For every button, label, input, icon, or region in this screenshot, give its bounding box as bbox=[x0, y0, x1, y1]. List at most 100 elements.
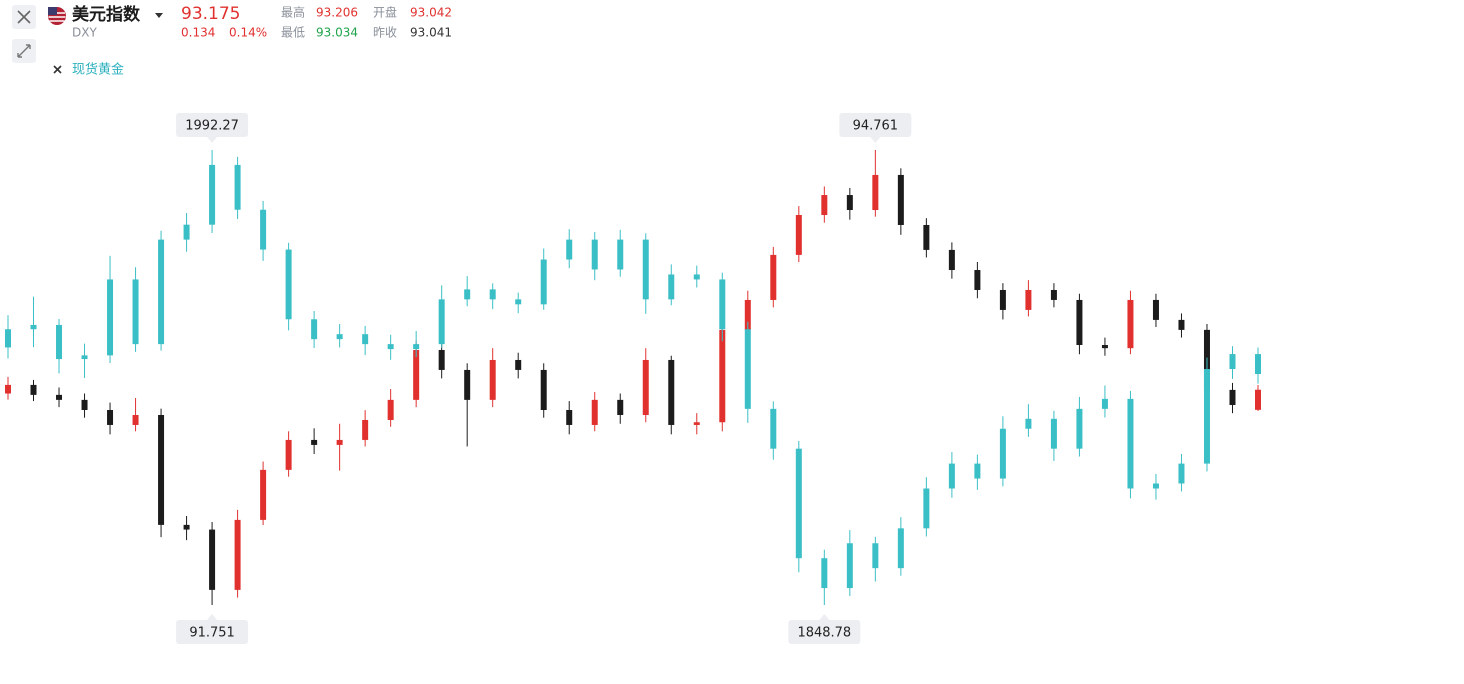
candle-body bbox=[311, 439, 318, 445]
candle-body bbox=[260, 469, 267, 520]
dropdown-caret[interactable] bbox=[155, 13, 163, 18]
candle-body bbox=[438, 349, 445, 370]
candle-body bbox=[872, 543, 879, 569]
candle-body bbox=[693, 274, 700, 280]
candle-body bbox=[30, 324, 37, 330]
extreme-label-box bbox=[176, 620, 249, 644]
candle-body bbox=[540, 259, 547, 305]
candle-body bbox=[413, 349, 420, 400]
candle-body bbox=[209, 164, 216, 225]
extreme-label-box bbox=[176, 113, 249, 137]
candle-body bbox=[1127, 398, 1134, 489]
candle-body bbox=[744, 299, 751, 330]
candle-body bbox=[1127, 299, 1134, 349]
candle-body bbox=[489, 289, 496, 300]
candle-body bbox=[821, 195, 828, 215]
candle-body bbox=[81, 355, 88, 360]
candle-body bbox=[821, 558, 828, 589]
candle-body bbox=[1203, 369, 1210, 464]
candle-body bbox=[795, 215, 802, 255]
candle-body bbox=[1076, 299, 1083, 345]
candle-body bbox=[719, 329, 726, 423]
candle-body bbox=[387, 399, 394, 420]
symbol: DXY bbox=[72, 26, 97, 40]
candle-body bbox=[56, 394, 63, 400]
candle-body bbox=[132, 414, 139, 425]
candle-body bbox=[1229, 389, 1236, 406]
candle-body bbox=[846, 195, 853, 211]
candle-body bbox=[285, 249, 292, 320]
stat-value: 93.042 bbox=[410, 6, 452, 20]
legend-entry: 现货黄金 bbox=[72, 62, 124, 78]
change-pct: 0.14% bbox=[229, 26, 267, 40]
candle-body bbox=[387, 344, 394, 350]
extreme-label-box bbox=[839, 113, 912, 137]
candle-body bbox=[693, 422, 700, 425]
candle-body bbox=[999, 428, 1006, 479]
stat-label: 开盘 bbox=[373, 5, 397, 20]
close-icon bbox=[17, 10, 31, 24]
candle-body bbox=[1255, 389, 1261, 410]
candle-body bbox=[1229, 354, 1236, 370]
candle-body bbox=[336, 439, 343, 445]
candle-body bbox=[1025, 289, 1032, 310]
stat-label: 昨收 bbox=[373, 26, 397, 40]
candle-body bbox=[795, 448, 802, 559]
candle-body bbox=[897, 528, 904, 569]
candle-body bbox=[642, 239, 649, 300]
candle-body bbox=[617, 239, 624, 270]
candle-body bbox=[1025, 418, 1032, 429]
candle-body bbox=[668, 359, 675, 425]
extreme-label: 1992.27 bbox=[185, 119, 239, 134]
candle-body bbox=[974, 463, 981, 479]
candle-body bbox=[158, 414, 165, 525]
candle-body bbox=[5, 384, 11, 394]
candle-body bbox=[107, 410, 114, 425]
extreme-label: 94.761 bbox=[853, 119, 899, 134]
extreme-label: 91.751 bbox=[189, 626, 235, 641]
candle-body bbox=[260, 209, 267, 250]
candle-body bbox=[948, 249, 955, 271]
candle-body bbox=[642, 359, 649, 415]
candle-body bbox=[311, 319, 318, 340]
candle-body bbox=[999, 289, 1006, 310]
candle-body bbox=[566, 239, 573, 260]
legend-remove[interactable] bbox=[53, 65, 62, 74]
stat-label: 最低 bbox=[281, 26, 305, 40]
extreme-label-pointer bbox=[207, 614, 218, 620]
candle-body bbox=[489, 359, 496, 400]
candle-body bbox=[183, 224, 190, 240]
candle-body bbox=[464, 369, 471, 400]
stat-value: 93.041 bbox=[410, 26, 452, 40]
candle-body bbox=[5, 329, 11, 348]
candle-body bbox=[362, 419, 369, 440]
change: 0.134 bbox=[181, 26, 215, 40]
candle-body bbox=[897, 174, 904, 225]
collapse-icon bbox=[17, 44, 31, 58]
candle-body bbox=[336, 334, 343, 340]
candle-body bbox=[56, 324, 63, 360]
candle-body bbox=[1152, 299, 1159, 320]
candle-body bbox=[285, 439, 292, 470]
candle-body bbox=[974, 270, 981, 290]
candle-body bbox=[591, 239, 598, 270]
flag-canton bbox=[48, 7, 57, 15]
price: 93.175 bbox=[181, 4, 240, 24]
title: 美元指数 bbox=[72, 4, 141, 25]
candle-body bbox=[1178, 463, 1185, 484]
candle-body bbox=[617, 399, 624, 415]
candle-body bbox=[566, 410, 573, 425]
stat-label: 最高 bbox=[281, 5, 305, 20]
candle-body bbox=[770, 408, 777, 449]
candle-body bbox=[1050, 289, 1057, 300]
candle-body bbox=[948, 463, 955, 489]
candle-body bbox=[515, 299, 522, 305]
stat-value: 93.034 bbox=[316, 26, 358, 40]
candle-body bbox=[1076, 408, 1083, 449]
extreme-label-pointer bbox=[819, 614, 830, 620]
candle-body bbox=[464, 289, 471, 300]
candle-body bbox=[30, 384, 37, 395]
candle-body bbox=[591, 399, 598, 425]
candle-body bbox=[183, 524, 190, 530]
